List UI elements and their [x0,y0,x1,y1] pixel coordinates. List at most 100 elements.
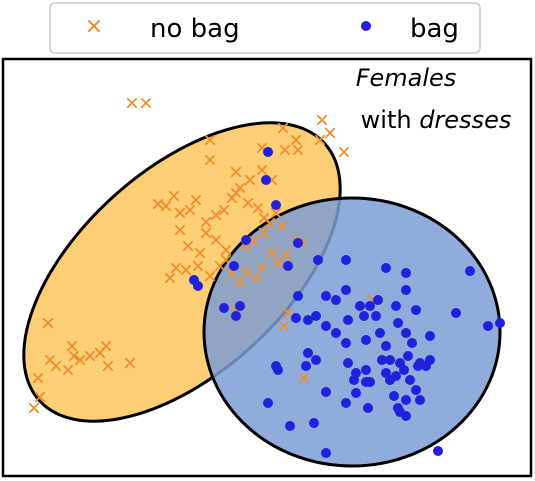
point-no-bag-1 [126,97,138,109]
point-no-bag-25 [218,204,230,216]
point-no-bag-38 [210,234,222,246]
point-bag-32 [321,321,331,331]
point-bag-84 [365,377,375,387]
point-bag-13 [341,255,351,265]
point-no-bag-37 [200,227,212,239]
point-no-bag-41 [204,270,216,282]
point-bag-9 [219,303,229,313]
point-no-bag-36 [194,247,206,259]
point-bag-24 [401,285,411,295]
point-no-bag-24 [226,192,238,204]
point-no-bag-22 [244,174,256,186]
annotation-dresses-text: dresses [419,106,511,134]
point-bag-79 [309,418,319,428]
point-bag-46 [303,348,313,358]
point-no-bag-47 [248,235,260,247]
point-bag-11 [231,311,241,321]
point-bag-12 [313,255,323,265]
point-no-bag-64 [102,360,114,372]
point-bag-19 [331,295,341,305]
point-no-bag-20 [264,217,276,229]
point-no-bag-57 [240,266,252,278]
annotation-with-dresses: with dresses [361,106,512,134]
point-no-bag-69 [62,364,74,376]
legend-marker-bag [361,21,371,31]
point-no-bag-53 [272,257,284,269]
point-bag-5 [229,261,239,271]
point-bag-71 [395,407,405,417]
point-bag-43 [361,335,371,345]
point-bag-83 [385,375,395,385]
point-bag-85 [377,355,387,365]
point-bag-73 [351,388,361,398]
point-no-bag-21 [270,207,282,219]
point-bag-15 [401,268,411,278]
point-bag-51 [343,358,353,368]
point-bag-53 [361,365,371,375]
point-no-bag-2 [204,134,216,146]
point-no-bag-56 [250,272,262,284]
point-bag-42 [381,341,391,351]
point-no-bag-55 [256,262,268,274]
point-bag-38 [401,328,411,338]
point-bag-55 [349,375,359,385]
point-bag-74 [341,398,351,408]
point-bag-37 [393,318,403,328]
point-bag-26 [451,308,461,318]
point-no-bag-34 [174,224,186,236]
point-no-bag-30 [174,207,186,219]
point-bag-67 [415,395,425,405]
point-no-bag-49 [276,220,288,232]
point-no-bag-33 [160,200,172,212]
legend-box [49,2,481,54]
point-no-bag-43 [180,264,192,276]
legend: no bag bag [49,2,481,54]
point-bag-34 [359,311,369,321]
point-no-bag-58 [234,277,246,289]
point-no-bag-35 [182,240,194,252]
data-points [28,97,505,458]
point-bag-2 [271,200,281,210]
point-bag-78 [285,421,295,431]
point-bag-33 [343,315,353,325]
point-bag-64 [425,355,435,365]
point-no-bag-39 [220,244,232,256]
point-bag-40 [425,331,435,341]
point-no-bag-13 [338,146,350,158]
point-no-bag-52 [266,247,278,259]
point-bag-1 [261,175,271,185]
point-bag-31 [311,311,321,321]
point-no-bag-4 [256,164,268,176]
point-no-bag-17 [242,197,254,209]
point-bag-20 [341,285,351,295]
point-no-bag-44 [170,262,182,274]
point-no-bag-6 [279,144,291,156]
point-bag-58 [399,365,409,375]
point-bag-16 [465,266,475,276]
point-no-bag-3 [230,166,242,178]
point-bag-45 [331,328,341,338]
annotation-with-text: with [361,106,420,134]
point-bag-77 [263,398,273,408]
point-no-bag-68 [68,350,80,362]
point-bag-4 [293,238,303,248]
point-no-bag-72 [32,372,44,384]
point-bag-48 [301,361,311,371]
point-no-bag-74 [28,402,40,414]
point-bag-22 [365,301,375,311]
point-bag-14 [381,263,391,273]
point-bag-23 [373,295,383,305]
point-no-bag-45 [164,272,176,284]
point-bag-41 [375,328,385,338]
legend-label-no-bag: no bag [150,14,240,44]
point-no-bag-27 [200,216,212,228]
point-bag-44 [341,338,351,348]
point-bag-27 [495,318,505,328]
point-no-bag-65 [84,350,96,362]
plot-frame [1,57,533,478]
point-no-bag-0 [140,97,152,109]
point-no-bag-60 [220,254,232,266]
point-no-bag-66 [74,354,86,366]
point-bag-28 [483,321,493,331]
